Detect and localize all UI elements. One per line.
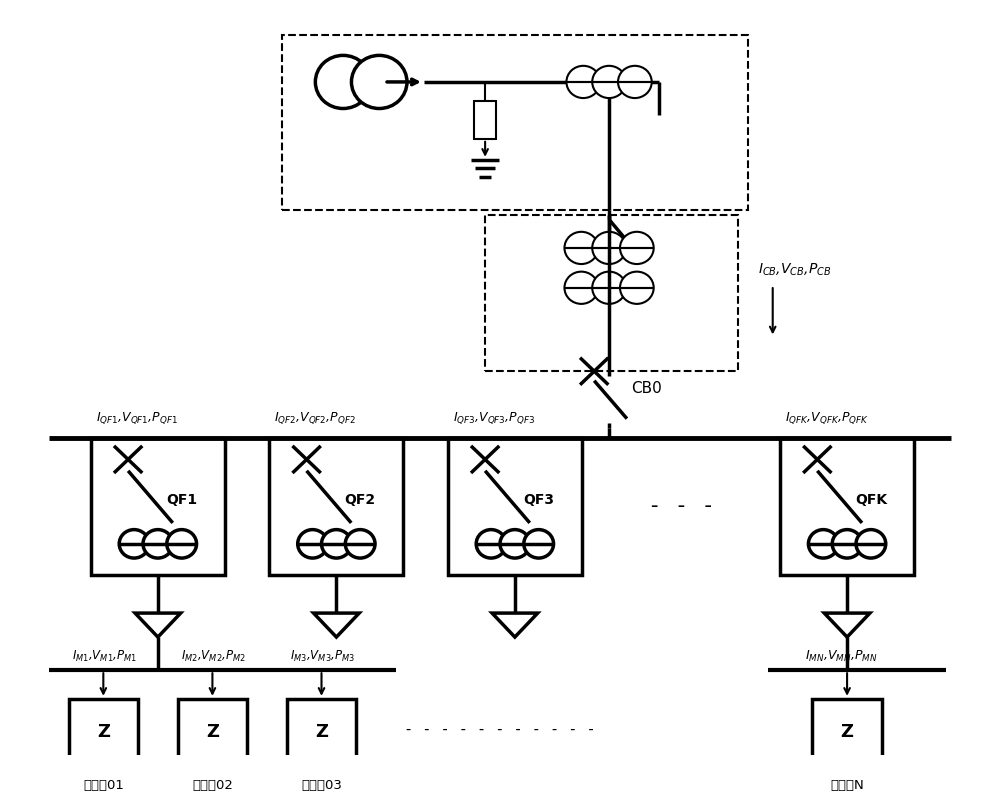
Circle shape [856, 530, 886, 558]
Circle shape [167, 530, 197, 558]
Text: $I_{M1}$,$V_{M1}$,$P_{M1}$: $I_{M1}$,$V_{M1}$,$P_{M1}$ [72, 649, 137, 664]
Text: Z: Z [97, 723, 110, 741]
Circle shape [832, 530, 862, 558]
Circle shape [564, 272, 598, 304]
Text: 电能表02: 电能表02 [192, 779, 233, 792]
Text: $I_{QF1}$,$V_{QF1}$,$P_{QF1}$: $I_{QF1}$,$V_{QF1}$,$P_{QF1}$ [96, 410, 178, 426]
Circle shape [620, 232, 654, 264]
Circle shape [500, 530, 530, 558]
Bar [269, 438, 403, 575]
Text: $I_{MN}$,$V_{MN}$,$P_{MN}$: $I_{MN}$,$V_{MN}$,$P_{MN}$ [805, 649, 878, 664]
Text: Z: Z [206, 723, 219, 741]
Circle shape [566, 66, 600, 98]
Bar [485, 215, 738, 371]
Bar [69, 699, 138, 765]
Circle shape [298, 530, 327, 558]
Text: $I_{QF2}$,$V_{QF2}$,$P_{QF2}$: $I_{QF2}$,$V_{QF2}$,$P_{QF2}$ [274, 410, 356, 426]
Circle shape [620, 272, 654, 304]
Bar [812, 699, 882, 765]
Circle shape [524, 530, 554, 558]
Text: QF2: QF2 [344, 493, 375, 507]
Text: Z: Z [315, 723, 328, 741]
Bar [780, 438, 914, 575]
Text: CB0: CB0 [631, 381, 662, 396]
Circle shape [119, 530, 149, 558]
Circle shape [592, 272, 626, 304]
Circle shape [476, 530, 506, 558]
Text: $I_{M2}$,$V_{M2}$,$P_{M2}$: $I_{M2}$,$V_{M2}$,$P_{M2}$ [181, 649, 246, 664]
Text: QF1: QF1 [166, 493, 197, 507]
Text: QF3: QF3 [523, 493, 554, 507]
Text: $I_{QFK}$,$V_{QFK}$,$P_{QFK}$: $I_{QFK}$,$V_{QFK}$,$P_{QFK}$ [785, 410, 869, 426]
Bar [287, 699, 356, 765]
Circle shape [808, 530, 838, 558]
Circle shape [592, 232, 626, 264]
Bar [178, 699, 247, 765]
Circle shape [315, 55, 371, 109]
Text: 电能表03: 电能表03 [301, 779, 342, 792]
Circle shape [351, 55, 407, 109]
Bar [282, 35, 748, 210]
Text: $I_{QF3}$,$V_{QF3}$,$P_{QF3}$: $I_{QF3}$,$V_{QF3}$,$P_{QF3}$ [453, 410, 535, 426]
Text: Z: Z [841, 723, 854, 741]
Text: $I_{M3}$,$V_{M3}$,$P_{M3}$: $I_{M3}$,$V_{M3}$,$P_{M3}$ [290, 649, 355, 664]
Circle shape [618, 66, 652, 98]
Circle shape [322, 530, 351, 558]
Text: $I_{CB}$,$V_{CB}$,$P_{CB}$: $I_{CB}$,$V_{CB}$,$P_{CB}$ [758, 261, 831, 277]
Text: 电能表01: 电能表01 [83, 779, 124, 792]
Circle shape [592, 66, 626, 98]
Circle shape [564, 232, 598, 264]
Bar [474, 101, 496, 139]
Text: QFK: QFK [855, 493, 887, 507]
Text: - - - - - - - - - - -: - - - - - - - - - - - [404, 722, 596, 737]
Bar [91, 438, 225, 575]
Circle shape [345, 530, 375, 558]
Text: 电能表N: 电能表N [830, 779, 864, 792]
Bar [448, 438, 582, 575]
Text: - - -: - - - [648, 497, 714, 516]
Circle shape [143, 530, 173, 558]
